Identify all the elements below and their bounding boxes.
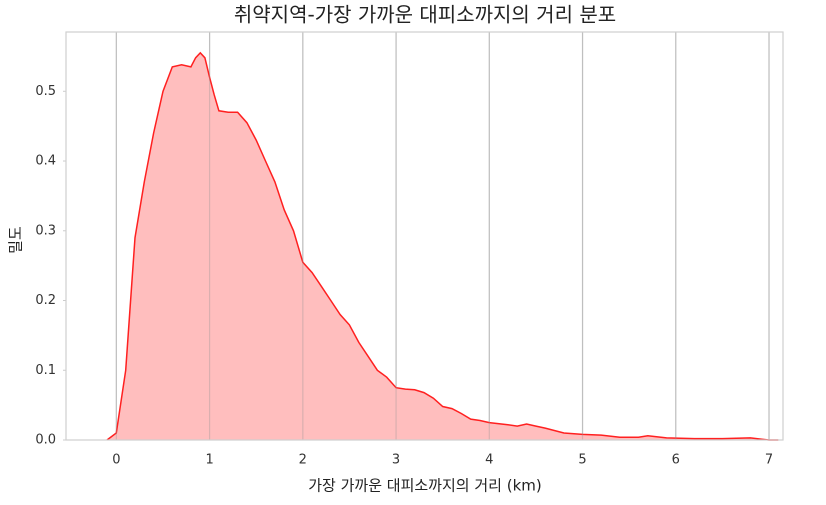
x-tick-label: 4 — [485, 453, 493, 468]
y-tick-label: 0.4 — [35, 154, 56, 169]
y-tick-label: 0.1 — [35, 363, 56, 378]
x-tick-label: 6 — [672, 453, 680, 468]
x-tick-label: 2 — [299, 453, 307, 468]
y-tick-label: 0.2 — [35, 293, 56, 308]
x-axis-label: 가장 가까운 대피소까지의 거리 (km) — [308, 477, 541, 495]
x-tick-label: 3 — [392, 453, 400, 468]
plot-frame — [65, 31, 784, 441]
density-line — [106, 51, 779, 441]
area-fill — [107, 52, 779, 441]
y-tick-label: 0.5 — [35, 84, 56, 99]
x-tick-label: 1 — [205, 453, 213, 468]
x-tick-label: 7 — [765, 453, 773, 468]
y-tick-label: 0.0 — [35, 433, 56, 448]
y-tick-label: 0.3 — [35, 223, 56, 238]
chart-title: 취약지역-가장 가까운 대피소까지의 거리 분포 — [234, 3, 616, 27]
x-tick-label: 0 — [112, 453, 120, 468]
y-axis-label: 밀도 — [7, 226, 25, 254]
x-tick-label: 5 — [578, 453, 586, 468]
